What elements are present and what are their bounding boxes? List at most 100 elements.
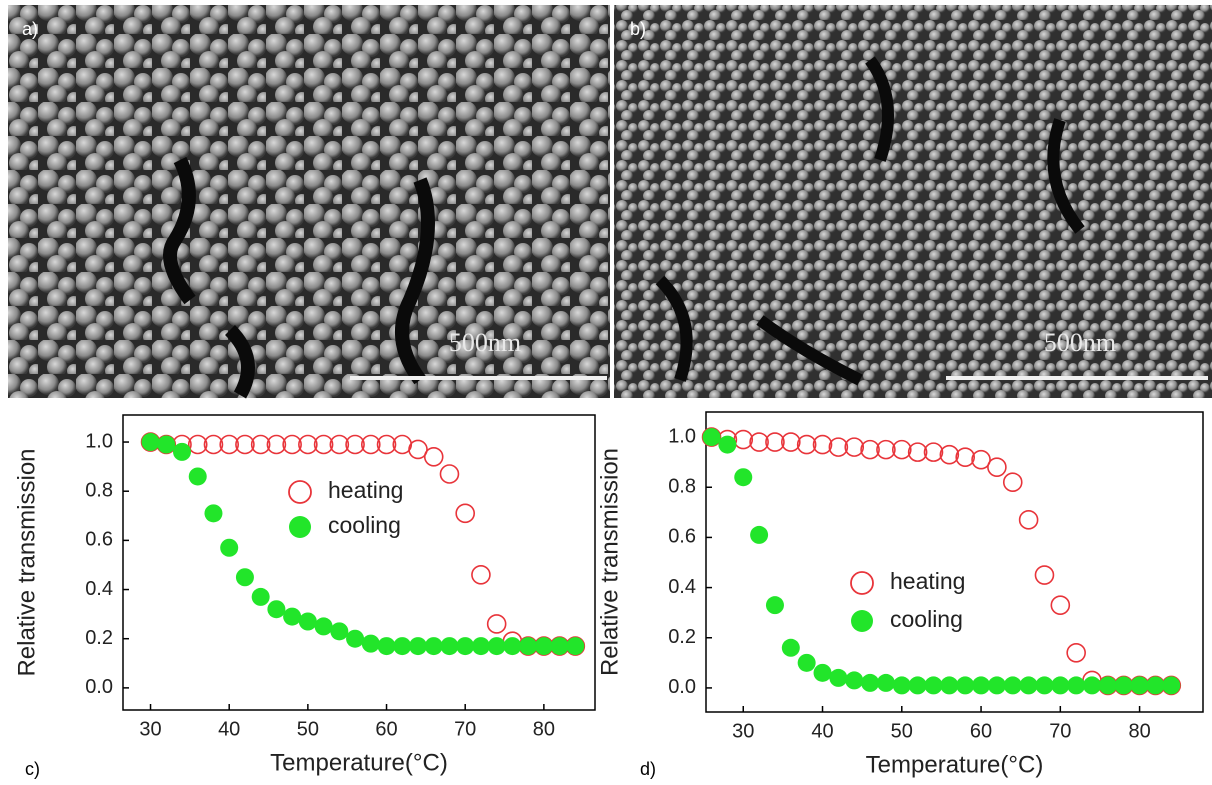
data-point [734,468,753,487]
data-point [812,434,833,455]
data-point [828,437,849,457]
y-tick-label: 0.6 [668,526,696,548]
data-point [519,637,538,656]
data-point [1162,676,1181,695]
data-point [1146,676,1165,695]
data-point [204,504,223,523]
data-point [1066,643,1086,663]
y-tick-label: 0.2 [668,626,696,648]
x-tick-label: 60 [375,718,397,740]
data-point [987,457,1007,477]
y-tick-label: 0.2 [85,627,113,649]
plot-frame [705,411,1204,713]
data-point [486,614,507,634]
data-point [282,434,302,455]
x-tick-label: 60 [970,720,992,742]
scale-bar-label: 500nm [1044,328,1116,357]
data-point [908,676,927,695]
y-tick-label: 0.4 [85,578,113,600]
data-point [956,676,975,695]
data-point [1083,676,1102,695]
data-point [550,637,569,656]
data-point [203,434,224,455]
x-tick-label: 70 [454,718,476,740]
legend-marker [851,610,873,632]
data-point [566,637,585,656]
data-point [892,676,911,695]
data-point [220,538,239,557]
data-point [409,637,427,656]
data-point [393,637,412,656]
data-point [702,428,721,447]
data-point [360,434,381,455]
sem-image-b: b) 500nm [614,5,1212,398]
legend-marker [289,516,311,538]
data-point [749,432,769,452]
legend-label: cooling [890,606,963,632]
data-point [924,676,943,695]
scale-bar-label: 500nm [449,328,521,357]
data-point [876,673,895,692]
y-tick-label: 1.0 [668,425,696,447]
data-point [891,439,912,460]
data-point [345,434,365,455]
x-tick-label: 30 [732,720,754,742]
y-axis-title: Relative transmission [13,448,40,676]
data-point [861,673,880,692]
data-point [844,437,865,457]
y-tick-label: 0.0 [668,676,696,698]
data-point [987,676,1006,695]
data-point [1051,676,1070,695]
data-point [471,637,490,656]
x-tick-label: 50 [891,720,913,742]
data-point [534,637,553,656]
data-point [955,447,976,467]
data-point [298,434,318,455]
data-point [250,434,271,455]
data-point [781,638,800,657]
data-point [876,439,896,460]
data-point [408,439,428,460]
data-point [188,467,207,486]
data-point [283,607,302,626]
legend-label: heating [328,477,403,503]
x-tick-label: 40 [811,720,833,742]
data-point [939,444,960,465]
data-point [235,434,255,455]
data-point [750,525,769,544]
y-tick-label: 0.6 [85,529,113,551]
data-point [1002,472,1023,493]
panel-label: a) [22,19,38,39]
data-point [346,629,365,648]
data-point [267,600,286,619]
data-point [1050,595,1071,615]
data-point [157,435,176,454]
data-point [1098,676,1117,695]
y-tick-label: 0.0 [85,676,113,698]
data-point [907,442,928,462]
y-axis-title: Relative transmission [596,448,623,676]
legend-label: cooling [328,512,401,538]
data-point [266,434,287,455]
x-axis-title: Temperature(°C) [866,751,1044,778]
data-point [971,449,991,470]
data-point [298,612,317,631]
sem-image-a: a) 500nm [8,5,610,399]
panel-label: c) [25,759,40,779]
data-point [487,637,506,656]
data-point [1019,676,1038,695]
data-point [423,446,444,467]
x-axis-title: Temperature(°C) [270,749,448,776]
data-point [440,637,459,656]
data-point [1067,676,1086,695]
data-point [455,503,476,524]
data-point [860,439,880,460]
data-point [424,637,443,656]
chart: 0.0 0.2 0.4 0.6 0.8 1.0 30 40 50 60 70 80 Temperatur… [596,411,1204,779]
data-point [797,653,816,672]
x-tick-label: 70 [1049,720,1071,742]
chart: 0.0 0.2 0.4 0.6 0.8 1.0 30 40 50 60 70 80 Temperatur… [13,414,596,779]
data-point [718,435,737,454]
data-point [376,434,397,455]
